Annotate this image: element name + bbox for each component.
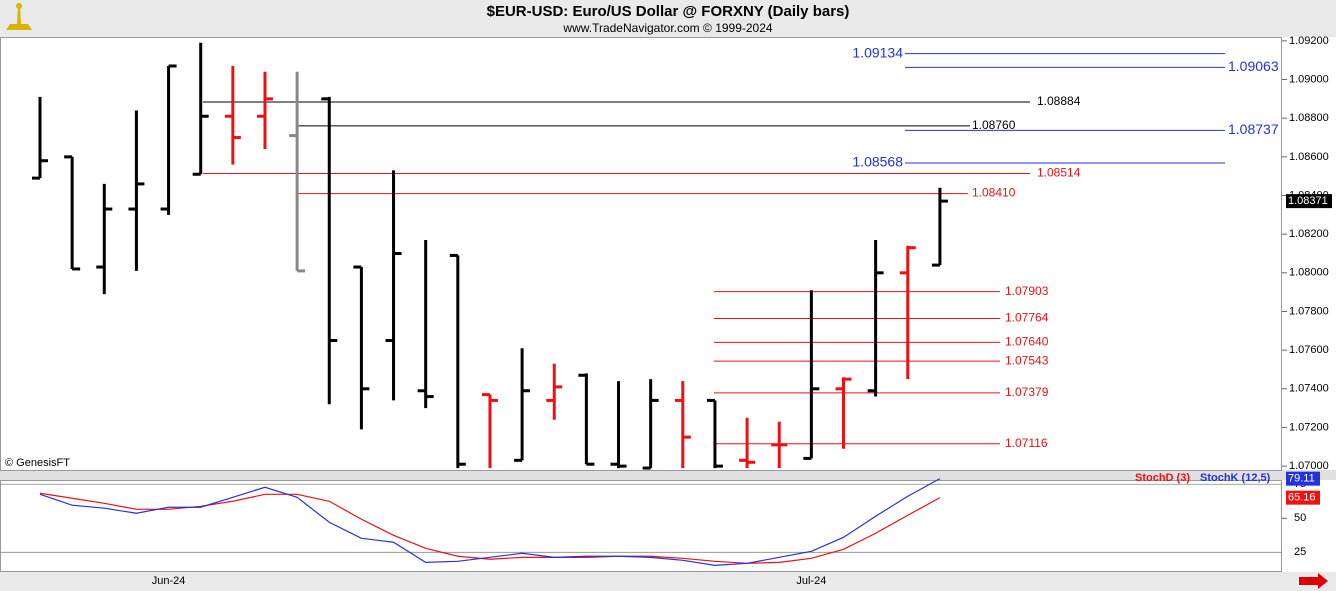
y-tick-label: 1.07400 <box>1289 383 1329 395</box>
y-tick-label: 1.08800 <box>1289 112 1329 124</box>
last-price-box <box>1286 194 1332 209</box>
stoch-line <box>39 478 941 566</box>
y-tick-label: 1.08200 <box>1289 228 1329 240</box>
legend-entry: StochK (12,5) <box>1200 472 1271 484</box>
y-tick-label: 1.07800 <box>1289 305 1329 317</box>
level-label: 1.09134 <box>852 44 903 60</box>
level-label: 1.07903 <box>1005 284 1049 298</box>
x-tick-label: Jul-24 <box>796 575 826 587</box>
date-bar <box>0 572 1336 591</box>
y-tick-label: 50 <box>1294 512 1306 524</box>
level-label: 1.08410 <box>972 186 1016 200</box>
level-label: 1.08737 <box>1228 121 1279 137</box>
scroll-arrow[interactable] <box>1299 573 1328 589</box>
x-tick-label: Jun-24 <box>152 575 186 587</box>
chart-title: $EUR-USD: Euro/US Dollar @ FORXNY (Daily… <box>487 3 850 20</box>
level-label: 1.07764 <box>1005 311 1049 325</box>
last-value-label: 79.11 <box>1288 473 1315 485</box>
level-label: 1.08514 <box>1037 166 1081 180</box>
y-tick-label: 25 <box>1294 546 1306 558</box>
y-tick-label: 1.07000 <box>1289 460 1329 472</box>
last-value-box <box>1286 471 1320 486</box>
level-label: 1.07543 <box>1005 353 1049 367</box>
panel-separator <box>0 470 1336 480</box>
last-value-label: 65.16 <box>1288 492 1316 504</box>
y-tick-label: 1.09200 <box>1289 35 1329 47</box>
watermark: © GenesisFT <box>5 457 70 469</box>
y-tick-label: 1.09000 <box>1289 73 1329 85</box>
last-price-label: 1.08371 <box>1288 195 1328 207</box>
price-panel-frame <box>0 37 1282 471</box>
chart-subtitle: www.TradeNavigator.com © 1999-2024 <box>562 21 772 35</box>
stoch-panel-frame <box>0 480 1282 572</box>
level-label: 1.09063 <box>1228 58 1279 74</box>
last-value-box <box>1286 490 1320 505</box>
level-label: 1.07379 <box>1005 385 1049 399</box>
y-tick-label: 1.08600 <box>1289 151 1329 163</box>
y-tick-label: 1.07200 <box>1289 421 1329 433</box>
level-label: 1.08760 <box>972 118 1016 132</box>
legend-entry: StochD (3) <box>1135 472 1190 484</box>
level-label: 1.08568 <box>852 154 903 170</box>
level-label: 1.07116 <box>1005 436 1048 450</box>
y-tick-label: 1.08000 <box>1289 267 1329 279</box>
level-label: 1.08884 <box>1037 94 1081 108</box>
level-label: 1.07640 <box>1005 335 1049 349</box>
y-tick-label: 1.07600 <box>1289 344 1329 356</box>
logo <box>6 3 32 30</box>
header-bar <box>0 0 1336 37</box>
